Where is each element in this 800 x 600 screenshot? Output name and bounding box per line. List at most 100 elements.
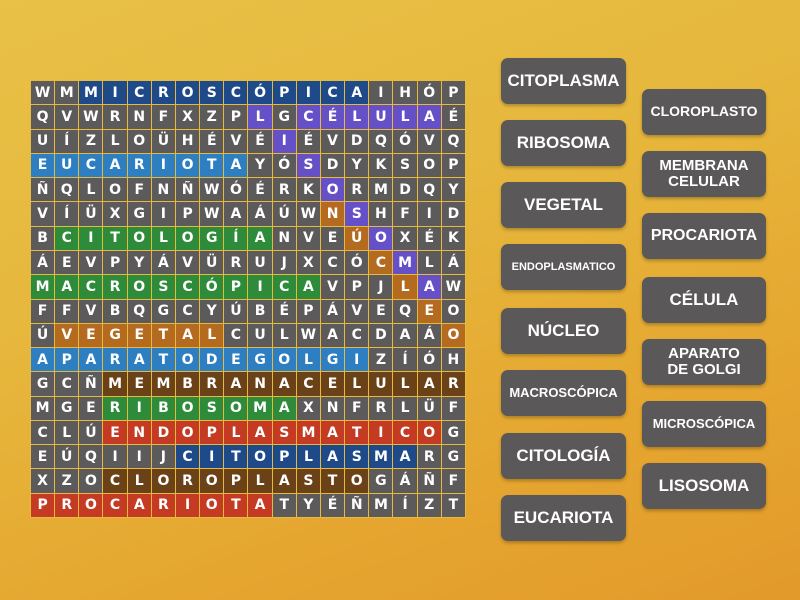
grid-cell[interactable]: J (369, 275, 393, 299)
grid-cell[interactable]: U (248, 250, 272, 275)
grid-cell[interactable]: C (296, 105, 320, 129)
grid-cell[interactable]: R (103, 275, 127, 299)
word-tile[interactable]: PROCARIOTA (642, 213, 766, 259)
grid-cell[interactable]: E (417, 299, 441, 323)
grid-cell[interactable]: C (31, 420, 55, 445)
grid-cell[interactable]: G (248, 348, 272, 372)
grid-cell[interactable]: O (272, 348, 296, 372)
grid-cell[interactable]: K (369, 153, 393, 178)
grid-cell[interactable]: L (224, 420, 248, 445)
word-tile[interactable]: APARATO DE GOLGI (642, 339, 766, 385)
grid-cell[interactable]: S (393, 153, 417, 178)
grid-cell[interactable]: T (345, 420, 369, 445)
grid-cell[interactable]: O (417, 420, 441, 445)
grid-cell[interactable]: C (320, 250, 345, 275)
grid-cell[interactable]: O (175, 420, 200, 445)
word-tile[interactable]: MEMBRANA CELULAR (642, 151, 766, 197)
grid-cell[interactable]: W (31, 81, 55, 105)
word-tile[interactable]: RIBOSOMA (501, 120, 626, 166)
grid-cell[interactable]: O (175, 81, 200, 105)
grid-cell[interactable]: L (393, 275, 417, 299)
grid-cell[interactable]: Á (417, 323, 441, 348)
grid-cell[interactable]: R (200, 372, 224, 396)
grid-cell[interactable]: Ü (79, 202, 103, 226)
grid-cell[interactable]: Q (417, 178, 441, 202)
grid-cell[interactable]: N (127, 420, 151, 445)
grid-cell[interactable]: V (320, 275, 345, 299)
grid-cell[interactable]: L (393, 396, 417, 420)
word-tile[interactable]: NÚCLEO (501, 308, 626, 354)
grid-cell[interactable]: S (345, 445, 369, 469)
grid-cell[interactable]: F (151, 105, 175, 129)
grid-cell[interactable]: R (103, 105, 127, 129)
grid-cell[interactable]: Ó (200, 275, 224, 299)
grid-cell[interactable]: T (272, 493, 296, 517)
grid-cell[interactable]: Q (31, 105, 55, 129)
grid-cell[interactable]: Z (79, 129, 103, 153)
grid-cell[interactable]: A (175, 323, 200, 348)
grid-cell[interactable]: P (441, 153, 465, 178)
grid-cell[interactable]: H (369, 202, 393, 226)
grid-cell[interactable]: F (31, 299, 55, 323)
grid-cell[interactable]: É (200, 129, 224, 153)
grid-cell[interactable]: Y (127, 250, 151, 275)
grid-cell[interactable]: Ó (224, 178, 248, 202)
grid-cell[interactable]: A (248, 493, 272, 517)
word-tile[interactable]: CÉLULA (642, 277, 766, 323)
grid-cell[interactable]: G (127, 202, 151, 226)
grid-cell[interactable]: C (345, 323, 369, 348)
grid-cell[interactable]: É (417, 226, 441, 250)
grid-cell[interactable]: R (272, 178, 296, 202)
grid-cell[interactable]: Á (441, 250, 465, 275)
grid-cell[interactable]: A (79, 348, 103, 372)
grid-cell[interactable]: M (369, 445, 393, 469)
grid-cell[interactable]: X (296, 396, 320, 420)
grid-cell[interactable]: O (248, 445, 272, 469)
grid-cell[interactable]: C (55, 226, 79, 250)
grid-cell[interactable]: Ú (79, 420, 103, 445)
grid-cell[interactable]: D (320, 153, 345, 178)
grid-cell[interactable]: N (320, 396, 345, 420)
grid-cell[interactable]: P (175, 202, 200, 226)
grid-cell[interactable]: C (55, 372, 79, 396)
word-tile[interactable]: CITOPLASMA (501, 58, 626, 104)
grid-cell[interactable]: L (393, 372, 417, 396)
grid-cell[interactable]: C (369, 250, 393, 275)
grid-cell[interactable]: X (296, 250, 320, 275)
grid-cell[interactable]: Ó (272, 153, 296, 178)
grid-cell[interactable]: Ñ (417, 469, 441, 493)
grid-cell[interactable]: A (224, 372, 248, 396)
grid-cell[interactable]: É (441, 105, 465, 129)
grid-cell[interactable]: H (441, 348, 465, 372)
grid-cell[interactable]: S (151, 275, 175, 299)
grid-cell[interactable]: N (320, 202, 345, 226)
grid-cell[interactable]: É (296, 129, 320, 153)
grid-cell[interactable]: Í (224, 226, 248, 250)
grid-cell[interactable]: I (369, 420, 393, 445)
word-tile[interactable]: CITOLOGÍA (501, 433, 626, 479)
grid-cell[interactable]: B (103, 299, 127, 323)
grid-cell[interactable]: E (224, 348, 248, 372)
grid-cell[interactable]: É (320, 105, 345, 129)
grid-cell[interactable]: L (345, 372, 369, 396)
grid-cell[interactable]: G (272, 105, 296, 129)
grid-cell[interactable]: N (272, 226, 296, 250)
word-tile[interactable]: CLOROPLASTO (642, 89, 766, 135)
grid-cell[interactable]: P (200, 420, 224, 445)
grid-cell[interactable]: A (320, 323, 345, 348)
grid-cell[interactable]: C (272, 275, 296, 299)
grid-cell[interactable]: E (127, 372, 151, 396)
grid-cell[interactable]: É (248, 178, 272, 202)
grid-cell[interactable]: Y (248, 153, 272, 178)
grid-cell[interactable]: U (31, 129, 55, 153)
grid-cell[interactable]: H (175, 129, 200, 153)
grid-cell[interactable]: M (393, 250, 417, 275)
grid-cell[interactable]: É (272, 299, 296, 323)
grid-cell[interactable]: N (248, 372, 272, 396)
grid-cell[interactable]: W (200, 178, 224, 202)
grid-cell[interactable]: Ü (151, 129, 175, 153)
grid-cell[interactable]: R (224, 250, 248, 275)
grid-cell[interactable]: Ú (31, 323, 55, 348)
grid-cell[interactable]: F (55, 299, 79, 323)
grid-cell[interactable]: Á (393, 469, 417, 493)
